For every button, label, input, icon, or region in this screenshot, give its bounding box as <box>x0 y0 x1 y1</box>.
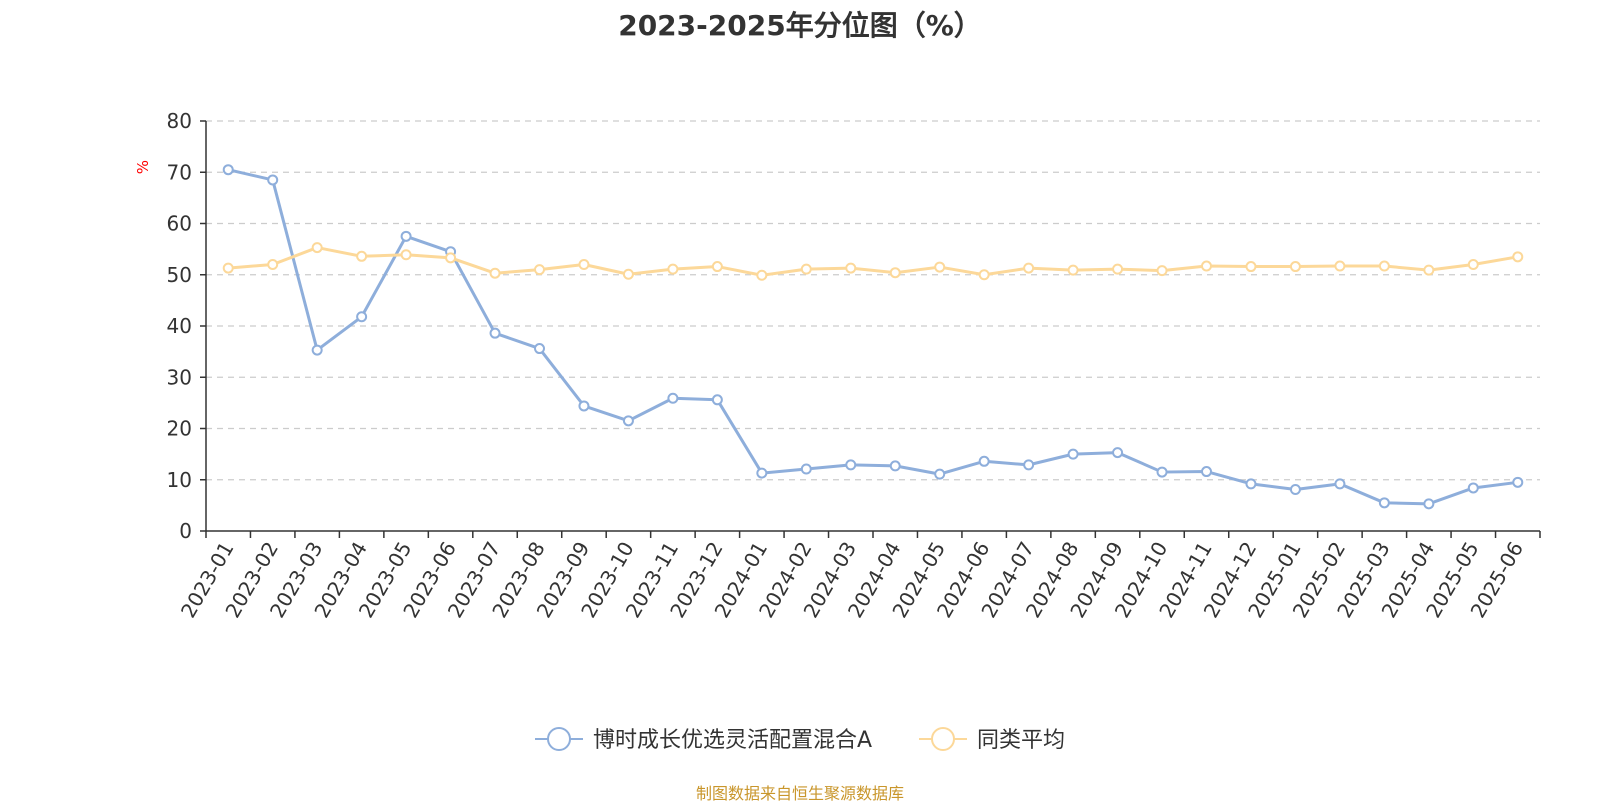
series-2-point <box>800 263 812 275</box>
series-lines <box>222 164 1524 510</box>
legend-label: 同类平均 <box>977 728 1065 753</box>
series-1-point <box>711 394 723 406</box>
series-2-point <box>1334 260 1346 272</box>
series-2-point <box>978 269 990 281</box>
series-1-point <box>1201 466 1212 478</box>
y-tick-label: 0 <box>179 519 192 543</box>
legend: 博时成长优选灵活配置混合A 同类平均 <box>535 727 1065 753</box>
series-2-point <box>1156 265 1168 277</box>
series-2-point <box>622 268 634 280</box>
series-2-point <box>1289 261 1301 273</box>
series-2-point <box>934 261 946 273</box>
y-axis-unit-label: % <box>134 160 152 174</box>
series-2-point <box>1378 260 1390 272</box>
y-tick-label: 40 <box>167 314 192 338</box>
series-2-point <box>1467 259 1479 270</box>
series-1-point <box>934 468 946 480</box>
series-1-point <box>667 392 679 404</box>
series-2-point <box>356 250 368 262</box>
series-1-point <box>978 455 990 467</box>
series-1-point <box>889 460 901 472</box>
series-2-point <box>845 262 857 274</box>
series-line-1 <box>227 168 1518 506</box>
series-2-point <box>1512 251 1524 263</box>
series-1-point <box>756 467 768 479</box>
source-note: 制图数据来自恒生聚源数据库 <box>695 784 904 803</box>
series-2-point <box>267 259 279 270</box>
series-2-point <box>400 249 412 261</box>
series-1-point <box>578 400 590 412</box>
series-1-point <box>400 230 412 242</box>
series-1-point <box>356 311 368 323</box>
series-2-point <box>667 263 679 275</box>
series-1-point <box>845 459 857 471</box>
grid-lines <box>206 120 1540 481</box>
series-1-point <box>1512 476 1524 488</box>
series-1-point <box>1334 478 1346 490</box>
series-1-point <box>1156 466 1168 478</box>
series-1-point <box>311 344 323 356</box>
series-1-point <box>1067 448 1079 460</box>
series-1-point <box>622 415 634 427</box>
axes: 01020304050607080%2023-012023-022023-032… <box>134 109 1541 622</box>
series-2-point <box>1423 264 1435 276</box>
chart-title: 2023-2025年分位图（%） <box>618 9 982 42</box>
legend-marker <box>931 727 955 751</box>
series-2-point <box>534 264 545 276</box>
y-tick-label: 70 <box>167 160 192 184</box>
series-1-point <box>1112 447 1124 459</box>
y-tick-label: 50 <box>167 263 192 287</box>
series-1-point <box>222 164 234 176</box>
y-tick-label: 20 <box>167 417 192 441</box>
series-1-point <box>1023 459 1035 471</box>
series-1-point <box>534 343 545 355</box>
y-tick-label: 80 <box>167 109 192 133</box>
series-2-point <box>1067 264 1079 276</box>
series-1-point <box>489 327 501 339</box>
series-1-point <box>1423 498 1435 510</box>
y-tick-label: 30 <box>167 365 192 389</box>
series-1-point <box>1245 478 1257 490</box>
series-2-point <box>578 259 590 270</box>
series-2-point <box>889 267 901 279</box>
series-1-point <box>1289 483 1301 495</box>
series-1-point <box>1467 482 1479 494</box>
series-2-point <box>222 262 234 274</box>
series-1-point <box>1378 497 1390 509</box>
legend-item-1: 博时成长优选灵活配置混合A <box>535 727 872 753</box>
series-2-point <box>489 267 501 279</box>
series-2-point <box>1201 260 1212 272</box>
y-tick-label: 10 <box>167 468 192 492</box>
series-2-point <box>445 252 457 264</box>
series-2-point <box>1112 263 1124 275</box>
y-tick-label: 60 <box>167 212 192 236</box>
series-2-point <box>756 269 768 281</box>
series-1-point <box>800 463 812 475</box>
series-2-point <box>1023 262 1035 274</box>
legend-marker <box>547 727 571 751</box>
series-1-point <box>267 174 279 186</box>
legend-label: 博时成长优选灵活配置混合A <box>593 728 872 753</box>
legend-item-2: 同类平均 <box>919 727 1065 753</box>
series-2-point <box>311 242 323 254</box>
series-line-2 <box>228 246 1519 277</box>
series-2-point <box>711 261 723 273</box>
series-2-point <box>1245 261 1257 273</box>
